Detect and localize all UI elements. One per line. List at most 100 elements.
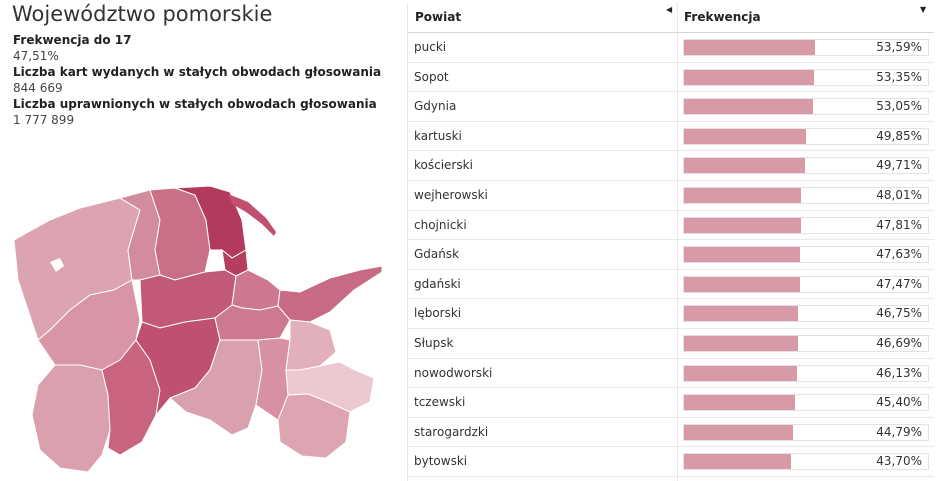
table-row[interactable]: tczewski 45,40% bbox=[408, 388, 934, 418]
stat-label-turnout: Frekwencja do 17 bbox=[13, 33, 132, 47]
bar-track: 49,85% bbox=[683, 127, 929, 145]
region-stats: Frekwencja do 17 47,51% Liczba kart wyda… bbox=[13, 32, 381, 128]
map-county-gdansk[interactable] bbox=[231, 269, 281, 311]
map-county-bytow[interactable] bbox=[101, 339, 161, 456]
powiat-name: kościerski bbox=[414, 158, 473, 173]
turnout-value: 46,69% bbox=[876, 335, 922, 350]
powiat-name: gdański bbox=[414, 276, 461, 291]
map-county-gdanski[interactable] bbox=[214, 304, 291, 341]
powiat-name: chojnicki bbox=[414, 217, 467, 232]
turnout-bar bbox=[684, 158, 806, 174]
turnout-value: 44,79% bbox=[876, 424, 922, 439]
powiat-name: kartuski bbox=[414, 128, 462, 143]
turnout-value: 49,85% bbox=[876, 128, 922, 143]
turnout-bar bbox=[684, 128, 806, 144]
turnout-value: 47,47% bbox=[876, 276, 922, 291]
bar-track: 45,40% bbox=[683, 394, 929, 412]
turnout-bar bbox=[684, 276, 800, 292]
table-row[interactable]: pucki 53,59% bbox=[408, 33, 934, 63]
turnout-value: 45,40% bbox=[876, 395, 922, 410]
turnout-value: 46,13% bbox=[876, 365, 922, 380]
bar-track: 53,35% bbox=[683, 68, 929, 86]
table-row[interactable]: starogardzki 44,79% bbox=[408, 418, 934, 448]
turnout-value: 46,75% bbox=[876, 306, 922, 321]
bar-track: 47,81% bbox=[683, 216, 929, 234]
column-divider bbox=[677, 3, 678, 481]
stat-label-eligible: Liczba uprawnionych w stałych obwodach g… bbox=[13, 97, 377, 111]
powiat-name: starogardzki bbox=[414, 424, 489, 439]
table-row[interactable]: Słupsk 46,69% bbox=[408, 329, 934, 359]
choropleth-map bbox=[13, 185, 383, 473]
map-county-malbork[interactable] bbox=[285, 319, 337, 371]
region-title: Województwo pomorskie bbox=[12, 2, 273, 26]
turnout-bar bbox=[684, 187, 802, 203]
powiat-name: bytowski bbox=[414, 454, 468, 469]
powiat-name: wejherowski bbox=[414, 187, 488, 202]
powiat-name: Słupsk bbox=[414, 335, 454, 350]
bar-track: 47,63% bbox=[683, 246, 929, 264]
turnout-value: 53,35% bbox=[876, 69, 922, 84]
turnout-value: 47,63% bbox=[876, 247, 922, 262]
turnout-value: 53,05% bbox=[876, 99, 922, 114]
turnout-bar bbox=[684, 365, 797, 381]
bar-track: 43,70% bbox=[683, 453, 929, 471]
bar-track: 47,47% bbox=[683, 275, 929, 293]
turnout-bar bbox=[684, 335, 798, 351]
map-county-kwidzyn[interactable] bbox=[277, 393, 351, 459]
powiat-name: Gdynia bbox=[414, 99, 457, 114]
powiat-name: tczewski bbox=[414, 395, 466, 410]
turnout-value: 49,71% bbox=[876, 158, 922, 173]
table-row[interactable]: gdański 47,47% bbox=[408, 270, 934, 300]
stat-value-turnout: 47,51% bbox=[13, 49, 59, 63]
stat-value-eligible: 1 777 899 bbox=[13, 113, 75, 127]
turnout-bar bbox=[684, 99, 814, 115]
caret-left-icon[interactable]: ◀ bbox=[666, 5, 673, 14]
map-county-hel[interactable] bbox=[228, 194, 276, 236]
table-row[interactable]: chojnicki 47,81% bbox=[408, 211, 934, 241]
table-row[interactable]: Sopot 53,35% bbox=[408, 63, 934, 93]
table-header: Powiat ◀ Frekwencja ▼ bbox=[408, 3, 934, 33]
turnout-bar bbox=[684, 217, 801, 233]
turnout-bar bbox=[684, 247, 801, 263]
bar-track: 49,71% bbox=[683, 157, 929, 175]
table-row[interactable]: bytowski 43,70% bbox=[408, 447, 934, 477]
turnout-bar bbox=[684, 454, 791, 470]
powiat-name: Sopot bbox=[414, 69, 449, 84]
column-header-powiat[interactable]: Powiat bbox=[415, 10, 462, 24]
map-county-southwest[interactable] bbox=[31, 364, 111, 473]
bar-track: 48,01% bbox=[683, 186, 929, 204]
turnout-bar bbox=[684, 306, 799, 322]
table-row[interactable]: lęborski 46,75% bbox=[408, 299, 934, 329]
bar-track: 53,05% bbox=[683, 98, 929, 116]
bar-track: 46,75% bbox=[683, 305, 929, 323]
column-header-frekwencja[interactable]: Frekwencja bbox=[684, 10, 761, 24]
turnout-value: 53,59% bbox=[876, 40, 922, 54]
table-row[interactable]: Gdynia 53,05% bbox=[408, 92, 934, 122]
powiat-name: lęborski bbox=[414, 306, 462, 321]
table-row[interactable]: Gdańsk 47,63% bbox=[408, 240, 934, 270]
table-row[interactable]: wejherowski 48,01% bbox=[408, 181, 934, 211]
turnout-value: 43,70% bbox=[876, 454, 922, 469]
turnout-bar bbox=[684, 69, 815, 85]
map-county-nowy-dwor[interactable] bbox=[277, 265, 383, 323]
stat-label-ballots: Liczba kart wydanych w stałych obwodach … bbox=[13, 65, 382, 79]
turnout-bar bbox=[684, 395, 795, 411]
bar-track: 44,79% bbox=[683, 423, 929, 441]
caret-down-icon[interactable]: ▼ bbox=[920, 5, 927, 14]
bar-track: 46,13% bbox=[683, 364, 929, 382]
powiat-name: pucki bbox=[414, 40, 447, 54]
table-row[interactable]: nowodworski 46,13% bbox=[408, 359, 934, 389]
powiat-name: Gdańsk bbox=[414, 247, 460, 262]
bar-track: 53,59% bbox=[683, 39, 929, 56]
map-lake bbox=[50, 258, 64, 272]
table-row[interactable]: kartuski 49,85% bbox=[408, 122, 934, 152]
turnout-value: 47,81% bbox=[876, 217, 922, 232]
region-panel: Województwo pomorskie Frekwencja do 17 4… bbox=[0, 0, 400, 481]
turnout-value: 48,01% bbox=[876, 187, 922, 202]
table-row[interactable]: kościerski 49,71% bbox=[408, 151, 934, 181]
table-body: pucki 53,59% Sopot 53,35% Gdynia 53,05% kartus… bbox=[408, 33, 934, 477]
powiat-name: nowodworski bbox=[414, 365, 493, 380]
turnout-bar bbox=[684, 424, 794, 440]
stat-value-ballots: 844 669 bbox=[13, 81, 63, 95]
turnout-bar bbox=[684, 40, 815, 55]
